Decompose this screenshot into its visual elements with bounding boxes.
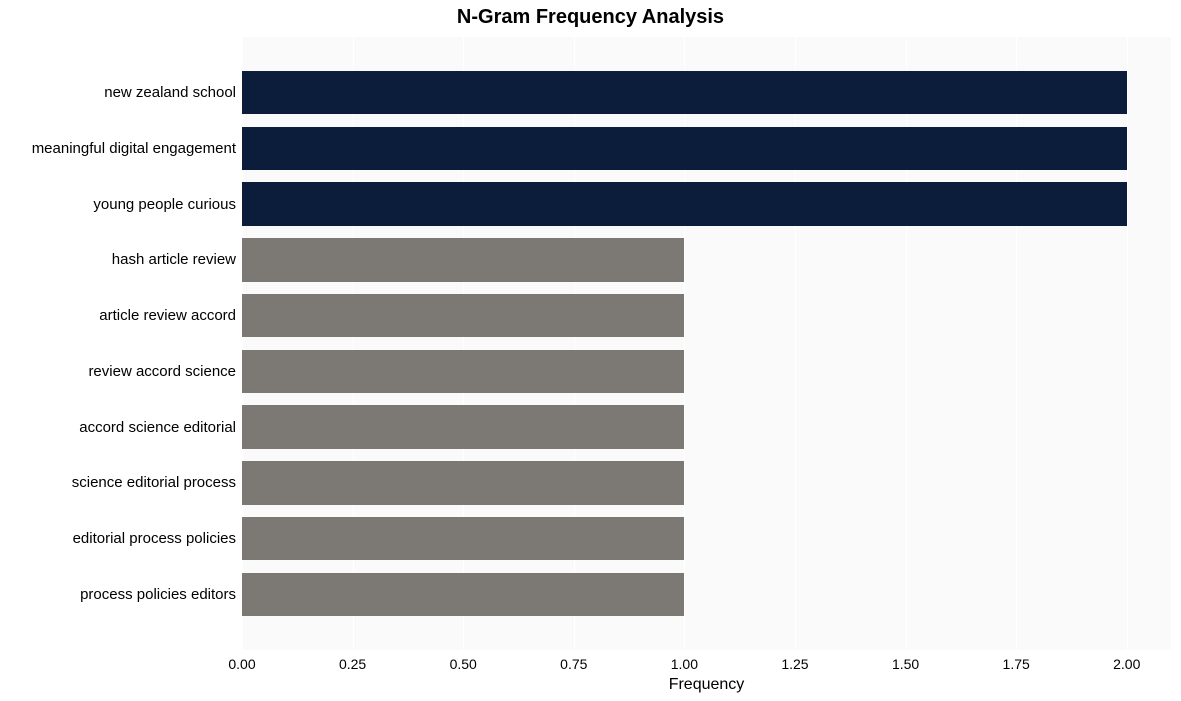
bar xyxy=(242,238,684,281)
ngram-chart: N-Gram Frequency Analysis new zealand sc… xyxy=(0,0,1181,701)
x-axis-title: Frequency xyxy=(669,676,745,694)
y-tick-label: editorial process policies xyxy=(73,530,236,547)
x-tick-label: 0.00 xyxy=(228,656,255,672)
bar xyxy=(242,127,1127,170)
x-tick-label: 1.25 xyxy=(781,656,808,672)
bar xyxy=(242,517,684,560)
y-tick-label: meaningful digital engagement xyxy=(32,140,236,157)
bar xyxy=(242,405,684,448)
y-tick-label: science editorial process xyxy=(72,474,236,491)
y-tick-label: review accord science xyxy=(88,363,236,380)
y-tick-label: accord science editorial xyxy=(79,419,236,436)
bar xyxy=(242,71,1127,114)
x-tick-label: 0.50 xyxy=(450,656,477,672)
y-tick-label: young people curious xyxy=(93,196,236,213)
y-tick-label: new zealand school xyxy=(104,84,236,101)
y-tick-label: article review accord xyxy=(99,307,236,324)
plot-area xyxy=(242,37,1171,650)
x-tick-label: 0.75 xyxy=(560,656,587,672)
x-tick-label: 1.75 xyxy=(1003,656,1030,672)
grid-line xyxy=(1127,37,1128,650)
x-tick-label: 0.25 xyxy=(339,656,366,672)
bar xyxy=(242,294,684,337)
chart-title: N-Gram Frequency Analysis xyxy=(0,6,1181,29)
y-tick-label: process policies editors xyxy=(80,586,236,603)
x-tick-label: 1.50 xyxy=(892,656,919,672)
y-tick-label: hash article review xyxy=(112,251,236,268)
bar xyxy=(242,461,684,504)
bar xyxy=(242,182,1127,225)
bar xyxy=(242,573,684,616)
bar xyxy=(242,350,684,393)
x-tick-label: 2.00 xyxy=(1113,656,1140,672)
x-tick-label: 1.00 xyxy=(671,656,698,672)
